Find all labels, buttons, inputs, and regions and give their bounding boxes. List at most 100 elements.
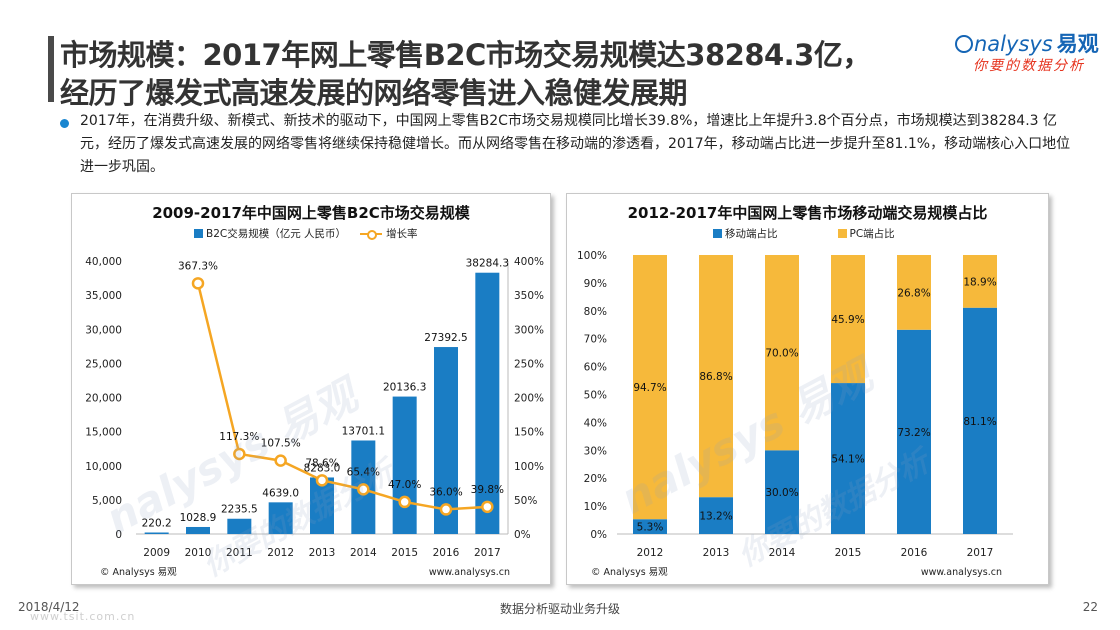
- y-tick-label: 0: [115, 529, 122, 541]
- pc-bar-2012: [633, 255, 667, 520]
- chart-legend: 移动端占比 PC端占比: [713, 226, 909, 241]
- mobile-share-label: 5.3%: [637, 522, 664, 534]
- legend-label-bar: B2C交易规模（亿元 人民币）: [206, 228, 347, 240]
- bar-2013: [310, 477, 334, 534]
- x-tick-label: 2016: [433, 547, 460, 559]
- y2-tick-label: 200%: [514, 393, 544, 405]
- logo-o-icon: [955, 35, 973, 53]
- legend-item-line: 增长率: [360, 226, 418, 241]
- y2-tick-label: 150%: [514, 427, 544, 439]
- mobile-bar-2013: [699, 497, 733, 534]
- pc-share-label: 70.0%: [765, 348, 798, 360]
- mobile-share-plot: 0% 10% 20% 30% 40% 50% 60% 70% 80% 90% 100% 5.3% 94.…: [577, 250, 1013, 559]
- y-tick-label: 60%: [584, 362, 607, 374]
- y2-tick-label: 0%: [514, 529, 531, 541]
- y-tick-label: 70%: [584, 334, 607, 346]
- y-tick-label: 25,000: [85, 358, 122, 370]
- bar-value-label: 13701.1: [342, 425, 385, 437]
- growth-rate-point: [274, 454, 287, 467]
- x-tick-label: 2009: [143, 547, 170, 559]
- chart-copyright: © Analysys 易观: [100, 567, 177, 578]
- pc-share-label: 45.9%: [831, 314, 864, 326]
- bar-value-label: 8283.0: [304, 462, 341, 474]
- legend-item-pc: PC端占比: [837, 226, 895, 241]
- x-tick-label: 2013: [703, 547, 730, 559]
- y-tick-label: 80%: [584, 306, 607, 318]
- y-tick-label: 20%: [584, 473, 607, 485]
- pc-bar-2017: [963, 255, 997, 308]
- y-tick-label: 30,000: [85, 324, 122, 336]
- legend-item-mobile: 移动端占比: [713, 226, 778, 241]
- y-tick-label: 30%: [584, 445, 607, 457]
- b2c-market-size-chart: 0 5,000 10,000 15,000 20,000 25,000 30,000 35,0…: [71, 193, 551, 585]
- mobile-bar-2015: [831, 383, 865, 534]
- y-tick-label: 40%: [584, 417, 607, 429]
- legend-swatch-mobile: [713, 229, 722, 238]
- y-tick-label: 100%: [577, 250, 607, 262]
- footer-date: 2018/4/12: [18, 600, 80, 614]
- pc-bar-2013: [699, 255, 733, 498]
- y-tick-label: 40,000: [85, 256, 122, 268]
- pc-bar-2015: [831, 255, 865, 384]
- growth-rate-point: [315, 474, 329, 487]
- mobile-bar-2016: [897, 329, 931, 534]
- chart-source-url: www.analysys.cn: [920, 567, 1002, 578]
- mobile-share-chart: 0% 10% 20% 30% 40% 50% 60% 70% 80% 90% 100% 5.3% 94.…: [566, 193, 1049, 585]
- y-tick-label: 0%: [590, 529, 607, 541]
- growth-rate-label: 47.0%: [388, 479, 421, 491]
- page-title-line-2: 经历了爆发式高速发展的网络零售进入稳健发展期: [60, 76, 688, 110]
- mobile-bar-2017: [963, 307, 997, 534]
- logo-brand: nalysys: [974, 32, 1053, 56]
- bar-2017: [475, 272, 500, 534]
- growth-rate-label: 36.0%: [429, 486, 462, 498]
- growth-rate-point: [233, 447, 246, 461]
- mobile-share-label: 13.2%: [699, 511, 732, 523]
- x-tick-label: 2012: [267, 547, 294, 559]
- growth-rate-point: [398, 495, 411, 509]
- x-tick-label: 2012: [637, 547, 664, 559]
- y-tick-label: 15,000: [85, 427, 122, 439]
- bar-value-label: 27392.5: [424, 332, 467, 344]
- y-tick-label: 35,000: [85, 290, 122, 302]
- bar-2009: [144, 532, 169, 534]
- footer-site-watermark: www.tsit.com.cn: [30, 610, 136, 623]
- growth-rate-point: [439, 503, 453, 516]
- y-tick-label: 20,000: [85, 393, 122, 405]
- chart-title: 2012-2017年中国网上零售市场移动端交易规模占比: [627, 204, 988, 222]
- bar-2010: [186, 526, 210, 534]
- x-tick-label: 2014: [769, 547, 796, 559]
- legend-swatch-bar: [194, 229, 203, 238]
- logo-wordmark: nalysys 易观: [955, 28, 1099, 58]
- chart-copyright: © Analysys 易观: [591, 567, 668, 578]
- legend-swatch-line: [360, 229, 383, 240]
- summary-paragraph: 2017年，在消费升级、新模式、新技术的驱动下，中国网上零售B2C市场交易规模同…: [80, 113, 1071, 175]
- pc-share-label: 86.8%: [699, 371, 732, 383]
- x-tick-label: 2017: [474, 547, 501, 559]
- growth-rate-point: [481, 500, 494, 514]
- growth-rate-line: [196, 283, 488, 511]
- mobile-share-label: 54.1%: [831, 454, 864, 466]
- bar-value-label: 1028.9: [180, 512, 217, 524]
- footer-slogan: 数据分析驱动业务升级: [499, 602, 620, 616]
- y2-tick-label: 300%: [514, 324, 544, 336]
- page-title-line-1: 市场规模：2017年网上零售B2C市场交易规模达38284.3亿，: [60, 38, 871, 72]
- mobile-bar-2014: [765, 450, 799, 534]
- bar-value-label: 38284.3: [466, 258, 509, 270]
- y2-tick-label: 50%: [514, 495, 537, 507]
- b2c-chart-plot: 0 5,000 10,000 15,000 20,000 25,000 30,000 35,0…: [85, 256, 544, 559]
- page-number: 22: [1082, 600, 1098, 614]
- y2-tick-label: 250%: [514, 358, 544, 370]
- x-tick-label: 2010: [185, 547, 212, 559]
- bar-2012: [268, 502, 293, 534]
- x-tick-label: 2015: [391, 547, 418, 559]
- x-tick-label: 2013: [309, 547, 336, 559]
- logo-brand-cn: 易观: [1056, 32, 1099, 56]
- growth-rate-point: [357, 483, 370, 496]
- y2-tick-label: 100%: [514, 461, 544, 473]
- bar-value-label: 2235.5: [221, 504, 258, 516]
- y-tick-label: 90%: [584, 278, 607, 290]
- legend-label-pc: PC端占比: [849, 228, 895, 240]
- growth-rate-label: 78.6%: [305, 457, 338, 469]
- pc-bar-2016: [897, 255, 931, 330]
- pc-share-label: 94.7%: [633, 382, 666, 394]
